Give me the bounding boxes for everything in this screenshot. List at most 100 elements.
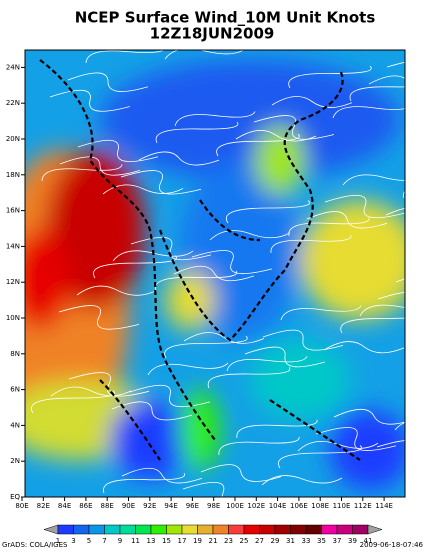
streamline: [164, 50, 244, 60]
streamline: [182, 482, 225, 497]
streamline: [262, 329, 344, 351]
colorbar-label: 9: [118, 537, 122, 545]
x-tick-label: 90E: [122, 502, 135, 510]
y-tick-label: 14N: [6, 242, 20, 250]
streamline: [209, 230, 291, 241]
x-tick-label: 80E: [15, 502, 28, 510]
colorbar-segment: [57, 524, 74, 535]
plot-frame: [24, 49, 406, 498]
colorbar-label: 19: [193, 537, 202, 545]
y-tick-label: 22N: [6, 99, 20, 107]
streamline: [138, 151, 220, 166]
colorbar-label: 21: [209, 537, 218, 545]
colorbar-label: 5: [87, 537, 91, 545]
streamline: [280, 305, 362, 321]
y-tick-label: 8N: [10, 350, 20, 358]
streamline: [129, 384, 211, 408]
subtitle: 12Z18JUN2009: [150, 25, 275, 43]
streamline: [349, 86, 405, 102]
colorbar-segment: [228, 524, 245, 535]
colorbar-segment: [352, 524, 369, 535]
x-tick-label: 96E: [186, 502, 199, 510]
colorbar-label: 33: [302, 537, 311, 545]
streamline: [394, 422, 405, 431]
streamline: [253, 115, 335, 140]
streamline: [85, 50, 165, 64]
streamline: [25, 50, 91, 51]
streamline: [173, 265, 255, 282]
streamline: [200, 464, 282, 482]
colorbar-label: 3: [71, 537, 75, 545]
x-tick-label: 84E: [58, 502, 71, 510]
streamline: [50, 386, 132, 397]
streamline: [226, 356, 308, 372]
colorbar-segment: [274, 524, 291, 535]
streamline: [68, 372, 150, 397]
streamline: [288, 217, 370, 237]
x-tick-label: 112E: [354, 502, 372, 510]
colorbar-segment: [259, 524, 276, 535]
colorbar-segment: [321, 524, 338, 535]
streamline: [288, 65, 372, 89]
x-tick-label: 88E: [101, 502, 114, 510]
streamline: [191, 250, 273, 275]
x-tick-label: 92E: [143, 502, 156, 510]
colorbar-label: 1: [56, 537, 60, 545]
x-tick-label: 102E: [247, 502, 265, 510]
streamline: [368, 75, 405, 85]
colorbar-segment: [166, 524, 183, 535]
streamline: [216, 133, 300, 157]
colorbar-label: 25: [240, 537, 249, 545]
streamline: [236, 419, 318, 439]
wind-field: [25, 50, 405, 497]
x-tick-label: 106E: [290, 502, 308, 510]
y-tick-label: 2N: [10, 457, 20, 465]
streamline: [76, 285, 158, 296]
streamline: [226, 200, 310, 224]
x-tick-label: 94E: [164, 502, 177, 510]
streamline: [120, 170, 202, 195]
streamline: [315, 427, 397, 451]
colorbar-segment: [150, 524, 167, 535]
x-tick-label: 108E: [311, 502, 329, 510]
x-tick-label: 98E: [207, 502, 220, 510]
streamline: [59, 156, 141, 176]
streamline: [359, 304, 405, 317]
streamline: [130, 237, 212, 261]
colorbar-segment: [135, 524, 152, 535]
streamline: [377, 292, 405, 300]
streamline: [218, 436, 300, 456]
colorbar-segment: [243, 524, 260, 535]
streamline: [323, 341, 405, 354]
colorbar-label: 41: [364, 537, 373, 545]
streamline: [121, 467, 203, 484]
colorbar-segment: [197, 524, 214, 535]
streamline: [244, 346, 326, 368]
streamline: [271, 96, 353, 108]
colorbar-label: 7: [102, 537, 106, 545]
y-tick-label: 16N: [6, 207, 20, 215]
colorbar-label: 13: [147, 537, 156, 545]
streamline: [261, 475, 343, 486]
colorbar-label: 11: [131, 537, 140, 545]
colorbar-label: 29: [271, 537, 280, 545]
colorbar-segment: [119, 524, 136, 535]
streamline: [183, 332, 265, 344]
y-tick-label: 10N: [6, 314, 20, 322]
colorbar-label: 31: [286, 537, 295, 545]
colorbar-arrow: [43, 524, 59, 535]
x-tick-label: 110E: [333, 502, 351, 510]
x-tick-label: 100E: [226, 502, 244, 510]
streamline: [235, 130, 317, 142]
colorbar-segment: [290, 524, 307, 535]
streamline: [111, 401, 193, 421]
x-tick-label: 82E: [37, 502, 50, 510]
streamline: [376, 440, 405, 448]
colorbar-label: 35: [317, 537, 326, 545]
colorbar-label: 27: [255, 537, 264, 545]
colorbar-label: 37: [333, 537, 342, 545]
colorbar-segment: [181, 524, 198, 535]
y-tick-label: 24N: [6, 63, 20, 71]
streamline: [340, 317, 405, 334]
